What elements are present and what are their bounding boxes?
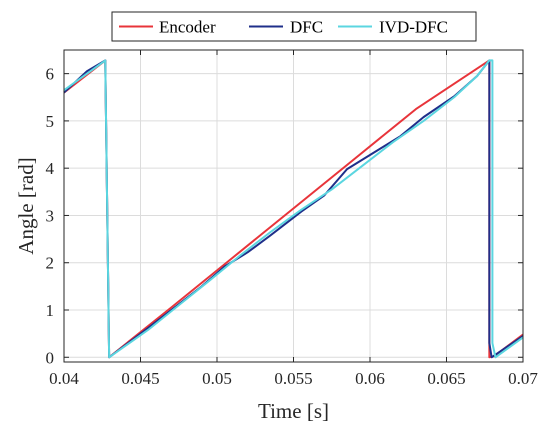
legend-label-dfc: DFC — [290, 18, 323, 37]
axis-ticks: 0.04 0.045 0.05 0.055 0.06 0.065 0.07 0 1 2 3 4 5 6 — [46, 50, 538, 388]
y-tick-label: 3 — [46, 206, 55, 225]
x-tick-label: 0.07 — [508, 369, 538, 388]
x-tick-label: 0.05 — [202, 369, 232, 388]
series-lines — [63, 59, 524, 359]
x-tick-label: 0.065 — [427, 369, 465, 388]
y-tick-label: 6 — [46, 65, 55, 84]
legend: Encoder DFC IVD-DFC — [111, 11, 477, 42]
legend-label-ivd-dfc: IVD-DFC — [379, 18, 448, 37]
y-tick-label: 4 — [46, 159, 55, 178]
y-tick-label: 2 — [46, 254, 55, 273]
legend-box — [111, 11, 477, 42]
x-tick-label: 0.06 — [355, 369, 385, 388]
y-tick-label: 0 — [46, 348, 55, 367]
x-tick-label: 0.055 — [274, 369, 312, 388]
y-tick-label: 5 — [46, 112, 55, 131]
x-tick-label: 0.045 — [121, 369, 159, 388]
legend-label-encoder: Encoder — [159, 18, 216, 37]
series-line-ivd-dfc — [63, 59, 524, 359]
x-axis-label: Time [s] — [258, 399, 329, 423]
x-tick-label: 0.04 — [49, 369, 79, 388]
y-tick-label: 1 — [46, 301, 55, 320]
y-axis-label: Angle [rad] — [14, 157, 38, 254]
